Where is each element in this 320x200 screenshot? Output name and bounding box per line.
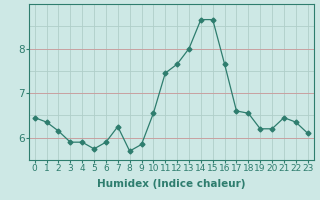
X-axis label: Humidex (Indice chaleur): Humidex (Indice chaleur) [97, 179, 245, 189]
